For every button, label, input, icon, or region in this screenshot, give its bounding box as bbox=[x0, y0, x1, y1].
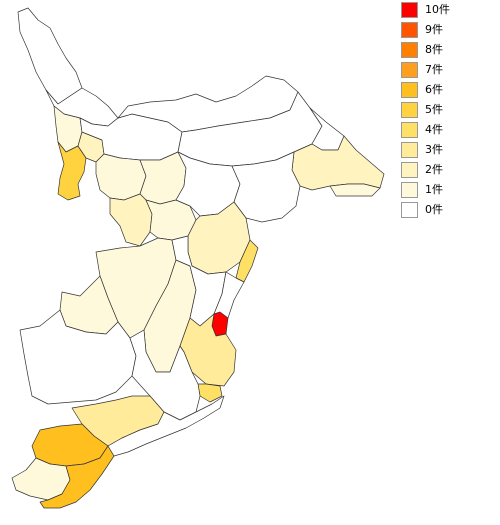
legend-row-9: 9件 bbox=[400, 20, 500, 40]
legend-swatch-6 bbox=[401, 82, 418, 98]
legend-row-8: 8件 bbox=[400, 40, 500, 60]
legend-row-10: 10件 bbox=[400, 0, 500, 20]
legend-swatch-9 bbox=[401, 22, 418, 38]
legend-label-10: 10件 bbox=[425, 3, 450, 16]
municipality-north-tip[interactable] bbox=[17, 7, 83, 105]
legend-label-0: 0件 bbox=[425, 203, 443, 216]
legend-swatch-8 bbox=[401, 42, 418, 58]
municipality-north-west-c[interactable] bbox=[57, 141, 87, 201]
municipality-south-tip-orange[interactable] bbox=[39, 445, 115, 509]
legend-label-4: 4件 bbox=[425, 123, 443, 136]
legend-row-2: 2件 bbox=[400, 160, 500, 180]
municipality-mid-east-b[interactable] bbox=[197, 383, 223, 403]
municipality-east-tip-small[interactable] bbox=[329, 183, 381, 197]
municipality-south-west-b[interactable] bbox=[129, 329, 201, 421]
legend-row-4: 4件 bbox=[400, 120, 500, 140]
legend-row-5: 5件 bbox=[400, 100, 500, 120]
legend-row-0: 0件 bbox=[400, 200, 500, 220]
municipality-center-c[interactable] bbox=[109, 193, 153, 247]
legend-swatch-5 bbox=[401, 102, 418, 118]
legend-label-5: 5件 bbox=[425, 103, 443, 116]
legend-row-1: 1件 bbox=[400, 180, 500, 200]
legend-label-7: 7件 bbox=[425, 63, 443, 76]
legend-swatch-1 bbox=[401, 182, 418, 198]
legend-label-1: 1件 bbox=[425, 183, 443, 196]
legend-label-9: 9件 bbox=[425, 23, 443, 36]
municipality-center-d[interactable] bbox=[145, 199, 197, 241]
municipality-center-a[interactable] bbox=[95, 153, 147, 201]
legend-label-3: 3件 bbox=[425, 143, 443, 156]
legend-label-8: 8件 bbox=[425, 43, 443, 56]
legend-swatch-2 bbox=[401, 162, 418, 178]
municipality-south-east[interactable] bbox=[107, 395, 225, 457]
legend-swatch-3 bbox=[401, 142, 418, 158]
legend-swatch-0 bbox=[401, 202, 418, 218]
legend-swatch-4 bbox=[401, 122, 418, 138]
municipality-layer bbox=[11, 7, 385, 509]
legend-label-6: 6件 bbox=[425, 83, 443, 96]
municipality-east-tip[interactable] bbox=[291, 135, 385, 191]
legend-swatch-10 bbox=[401, 2, 418, 18]
legend-row-7: 7件 bbox=[400, 60, 500, 80]
map-legend: 10件 9件 8件 7件 6件 5件 4件 3件 2件 1件 0件 bbox=[400, 0, 500, 220]
legend-label-2: 2件 bbox=[425, 163, 443, 176]
legend-row-3: 3件 bbox=[400, 140, 500, 160]
municipality-mid-center-c[interactable] bbox=[213, 271, 245, 319]
legend-row-6: 6件 bbox=[400, 80, 500, 100]
legend-swatch-7 bbox=[401, 62, 418, 78]
